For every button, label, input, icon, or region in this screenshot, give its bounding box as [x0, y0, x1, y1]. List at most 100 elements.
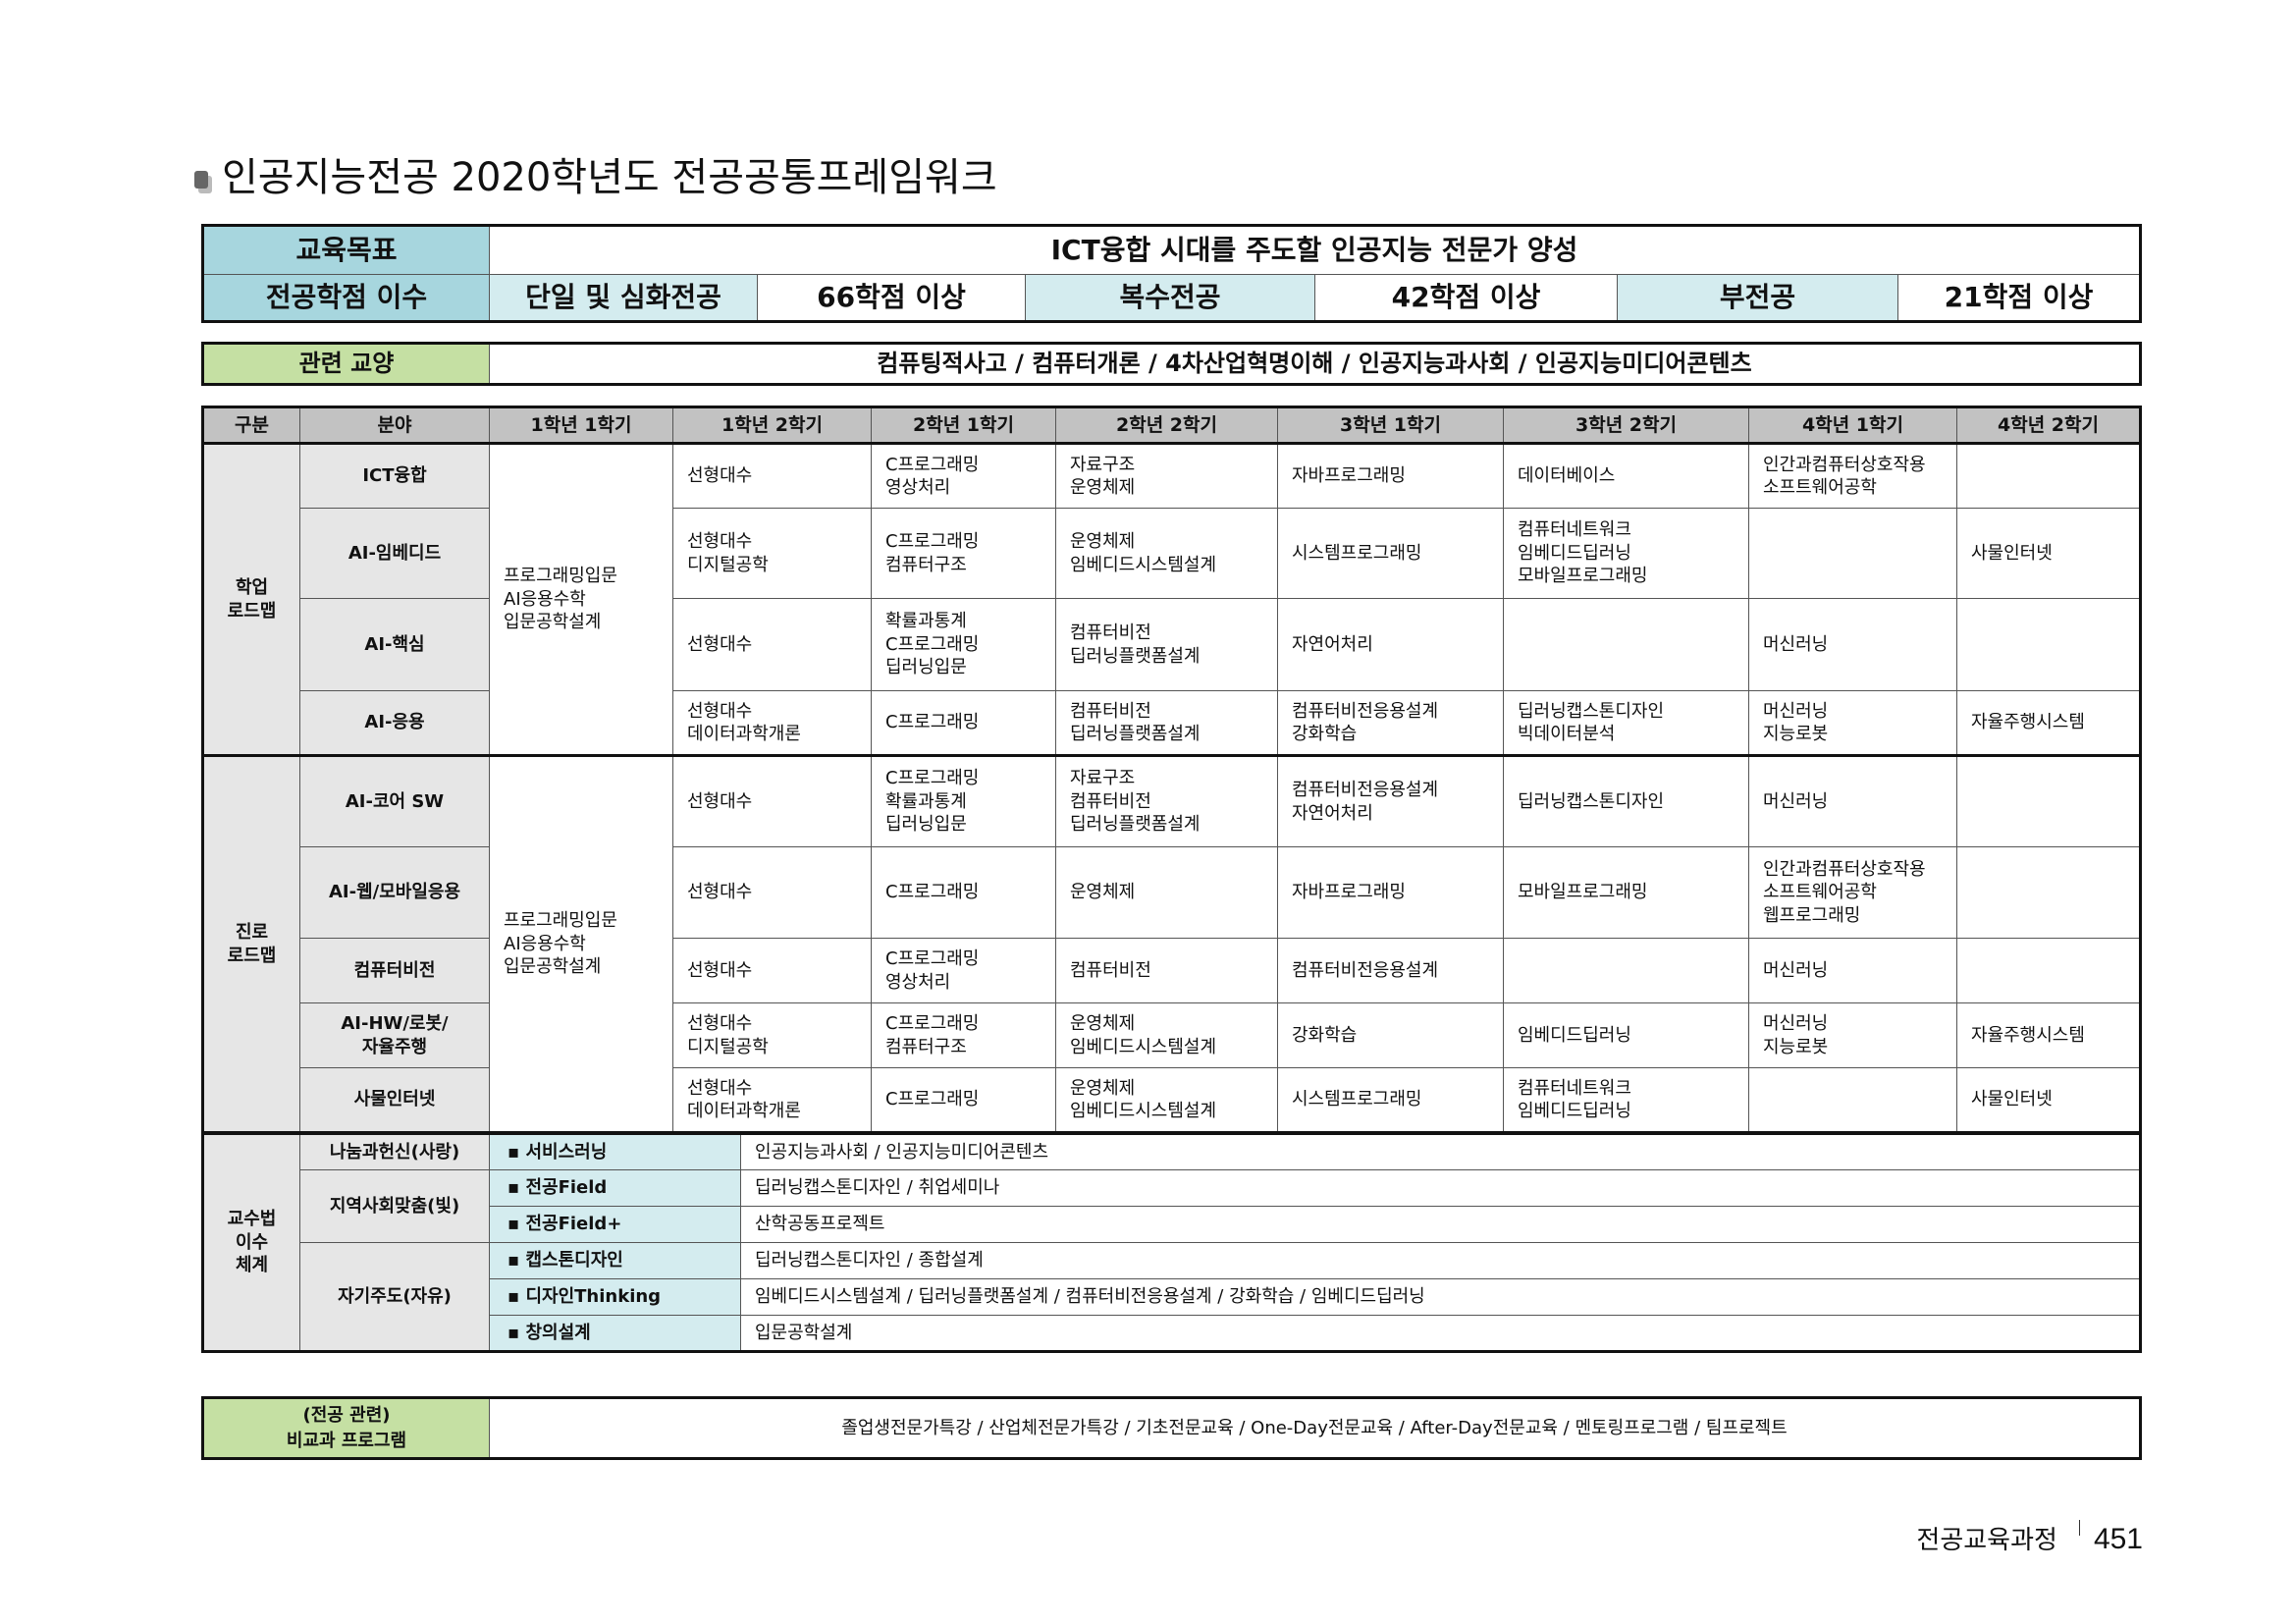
method-label: 디자인Thinking [525, 1286, 662, 1308]
table-row: ▪ 전공Field+ 산학공동프로젝트 [203, 1206, 2141, 1243]
credit-type-single: 단일 및 심화전공 [489, 274, 758, 322]
group-label: 진로 로드맵 [202, 754, 300, 1133]
pedagogy-courses: 딥러닝캡스톤디자인 / 취업세미나 [740, 1169, 2141, 1207]
course-cell: 선형대수 [672, 442, 872, 509]
course-cell: 강화학습 [1277, 1002, 1504, 1068]
table-row: 학업 로드맵 ICT융합 프로그래밍입문 AI응용수학 입문공학설계 선형대수 C프로그… [202, 442, 2141, 756]
course-cell: C프로그래밍 [871, 1067, 1056, 1133]
course-cell: 컴퓨터비전 [1055, 938, 1278, 1003]
course-cell: 컴퓨터네트워크 임베디드딥러닝 [1503, 1067, 1749, 1133]
column-header: 3학년 2학기 [1503, 406, 1749, 444]
extracurricular-label: (전공 관련) 비교과 프로그램 [202, 1397, 490, 1459]
footer-divider [2078, 1520, 2080, 1536]
field-label: AI-응용 [299, 690, 490, 756]
table-row: ▪ 창의설계 입문공학설계 [203, 1315, 2141, 1352]
column-header: 분야 [299, 406, 490, 444]
course-cell: 선형대수 디지털공학 [672, 1002, 872, 1068]
course-cell: 자율주행시스템 [1956, 1002, 2141, 1068]
square-bullet-icon [194, 171, 208, 189]
credits-label: 전공학점 이수 [202, 274, 490, 322]
method-label: 서비스러닝 [525, 1141, 608, 1163]
course-cell: 머신러닝 지능로봇 [1748, 690, 1957, 756]
course-cell: 운영체제 임베디드시스템설계 [1055, 1002, 1278, 1068]
page-number: 451 [2093, 1523, 2143, 1555]
field-label: AI-HW/로봇/ 자율주행 [299, 1002, 490, 1068]
pedagogy-courses: 임베디드시스템설계 / 딥러닝플랫폼설계 / 컴퓨터비전응용설계 / 강화학습 … [740, 1278, 2141, 1316]
course-cell: 컴퓨터비전응용설계 자연어처리 [1277, 754, 1504, 847]
course-cell: 머신러닝 [1748, 754, 1957, 847]
course-cell: 인간과컴퓨터상호작용 소프트웨어공학 [1748, 442, 1957, 509]
footer-section: 전공교육과정 [1916, 1526, 2057, 1555]
course-cell: 머신러닝 지능로봇 [1748, 1002, 1957, 1068]
course-cell: 컴퓨터비전응용설계 강화학습 [1277, 690, 1504, 756]
course-cell: 머신러닝 [1748, 938, 1957, 1003]
course-cell: 자료구조 운영체제 [1055, 442, 1278, 509]
course-cell: 운영체제 임베디드시스템설계 [1055, 508, 1278, 599]
roadmap-table: 구분 분야 1학년 1학기 1학년 2학기 2학년 1학기 2학년 2학기 3학년 1학기 3… [201, 406, 2142, 1134]
course-cell: 자바프로그래밍 [1277, 442, 1504, 509]
page-title: 인공지능전공 2020학년도 전공공통프레임워크 [194, 145, 997, 202]
course-cell [1503, 938, 1749, 1003]
course-cell: 선형대수 [672, 598, 872, 691]
course-cell: 선형대수 [672, 754, 872, 847]
column-header: 1학년 2학기 [672, 406, 872, 444]
credit-value-double: 42학점 이상 [1314, 274, 1618, 322]
course-cell: 데이터베이스 [1503, 442, 1749, 509]
page-footer: 전공교육과정 451 [1916, 1520, 2143, 1556]
liberal-label: 관련 교양 [202, 343, 490, 385]
course-cell: 머신러닝 [1748, 598, 1957, 691]
course-cell: C프로그래밍 확률과통계 딥러닝입문 [871, 754, 1056, 847]
pedagogy-method: ▪ 전공Field [489, 1169, 741, 1207]
pedagogy-group: 나눔과헌신(사랑) [299, 1133, 490, 1170]
course-cell [1956, 754, 2141, 847]
course-cell: 선형대수 데이터과학개론 [672, 690, 872, 756]
course-cell: 선형대수 [672, 938, 872, 1003]
common-courses: 프로그래밍입문 AI응용수학 입문공학설계 [489, 442, 673, 756]
goal-label: 교육목표 [202, 225, 490, 275]
pedagogy-method: ▪ 전공Field+ [489, 1206, 741, 1243]
course-cell [1748, 508, 1957, 599]
course-cell: 선형대수 디지털공학 [672, 508, 872, 599]
course-cell [1503, 598, 1749, 691]
extracurricular-table: (전공 관련) 비교과 프로그램 졸업생전문가특강 / 산업체전문가특강 / 기… [201, 1396, 2142, 1460]
credit-type-minor: 부전공 [1617, 274, 1898, 322]
course-cell [1956, 938, 2141, 1003]
course-cell: 컴퓨터네트워크 임베디드딥러닝 모바일프로그래밍 [1503, 508, 1749, 599]
course-cell: 자료구조 컴퓨터비전 딥러닝플랫폼설계 [1055, 754, 1278, 847]
course-cell: C프로그래밍 영상처리 [871, 442, 1056, 509]
pedagogy-group: 자기주도(자유) [299, 1242, 490, 1352]
course-cell: 자연어처리 [1277, 598, 1504, 691]
credit-value-minor: 21학점 이상 [1897, 274, 2141, 322]
liberal-value: 컴퓨팅적사고 / 컴퓨터개론 / 4차산업혁명이해 / 인공지능과사회 / 인공… [489, 343, 2141, 385]
table-row: 자기주도(자유) ▪ 캡스톤디자인 딥러닝캡스톤디자인 / 종합설계 [203, 1242, 2141, 1352]
goal-value: ICT융합 시대를 주도할 인공지능 전문가 양성 [489, 225, 2141, 275]
course-cell: 시스템프로그래밍 [1277, 1067, 1504, 1133]
group-label: 학업 로드맵 [202, 442, 300, 756]
course-cell: 운영체제 임베디드시스템설계 [1055, 1067, 1278, 1133]
course-cell: 운영체제 [1055, 846, 1278, 939]
table-row: 사물인터넷 선형대수 데이터과학개론 C프로그래밍 운영체제 임베디드시스템설계 시스템… [203, 1067, 2141, 1133]
pedagogy-method: ▪ 창의설계 [489, 1315, 741, 1352]
course-cell: 자율주행시스템 [1956, 690, 2141, 756]
pedagogy-label: 교수법 이수 체계 [202, 1133, 300, 1352]
course-cell: 확률과통계 C프로그래밍 딥러닝입문 [871, 598, 1056, 691]
field-label: AI-핵심 [299, 598, 490, 691]
liberal-arts-table: 관련 교양 컴퓨팅적사고 / 컴퓨터개론 / 4차산업혁명이해 / 인공지능과사… [201, 342, 2142, 386]
table-row: 지역사회맞춤(빛) ▪ 전공Field 딥러닝캡스톤디자인 / 취업세미나 [203, 1169, 2141, 1243]
course-cell: 컴퓨터비전응용설계 [1277, 938, 1504, 1003]
course-cell: C프로그래밍 [871, 690, 1056, 756]
course-cell: 인간과컴퓨터상호작용 소프트웨어공학 웹프로그래밍 [1748, 846, 1957, 939]
table-row: 진로 로드맵 AI-코어 SW 프로그래밍입문 AI응용수학 입문공학설계 선형대수 C… [202, 754, 2141, 1133]
extracurricular-value: 졸업생전문가특강 / 산업체전문가특강 / 기초전문교육 / One-Day전문… [489, 1397, 2141, 1459]
course-cell: 컴퓨터비전 딥러닝플랫폼설계 [1055, 598, 1278, 691]
table-row: ▪ 디자인Thinking 임베디드시스템설계 / 딥러닝플랫폼설계 / 컴퓨터비… [203, 1278, 2141, 1316]
course-cell: 자바프로그래밍 [1277, 846, 1504, 939]
roadmap-header-row: 구분 분야 1학년 1학기 1학년 2학기 2학년 1학기 2학년 2학기 3학년 1학기 3… [202, 406, 2141, 444]
common-courses: 프로그래밍입문 AI응용수학 입문공학설계 [489, 754, 673, 1133]
course-cell: 시스템프로그래밍 [1277, 508, 1504, 599]
column-header: 구분 [202, 406, 300, 444]
table-row: AI-핵심 선형대수 확률과통계 C프로그래밍 딥러닝입문 컴퓨터비전 딥러닝플랫폼설… [203, 598, 2141, 691]
credit-type-double: 복수전공 [1025, 274, 1315, 322]
field-label: AI-웹/모바일응용 [299, 846, 490, 939]
course-cell: 선형대수 데이터과학개론 [672, 1067, 872, 1133]
